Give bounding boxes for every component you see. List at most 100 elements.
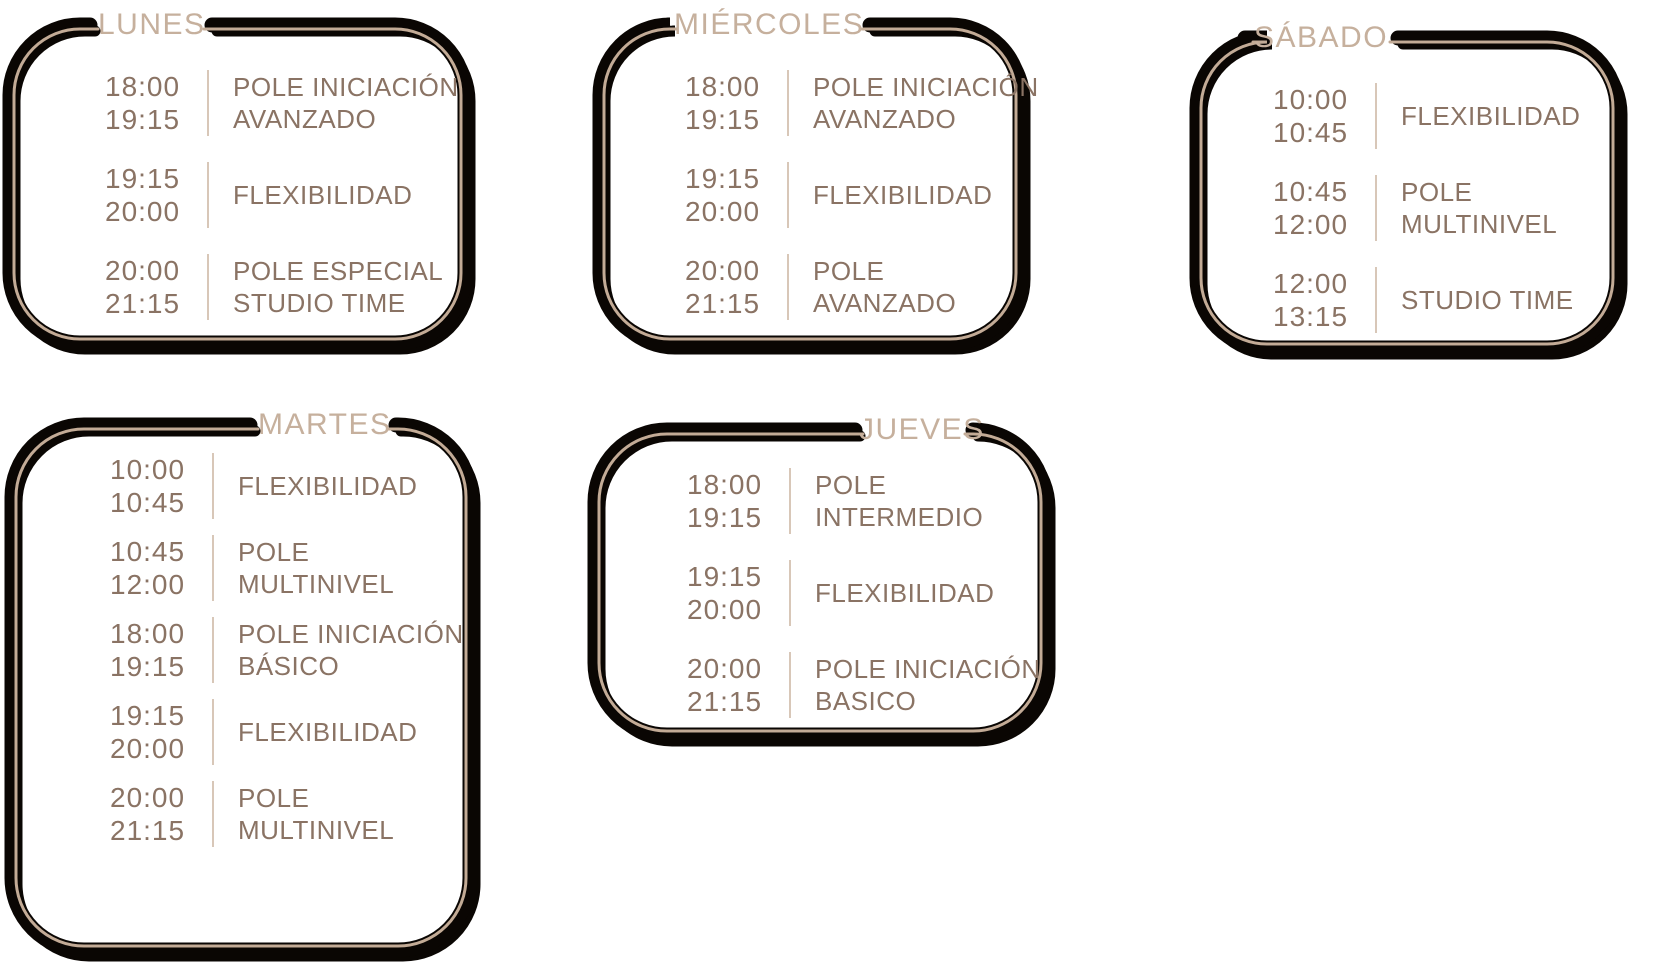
session-list: 10:00 10:45 FLEXIBILIDAD 10:45 12:00 POLE M… bbox=[1197, 38, 1617, 333]
session-divider bbox=[789, 468, 791, 534]
session-times: 10:00 10:45 bbox=[110, 453, 202, 519]
session-row: 18:00 19:15 POLE INTERMEDIO bbox=[687, 468, 1035, 534]
session-class-line: FLEXIBILIDAD bbox=[813, 180, 993, 210]
session-divider bbox=[787, 70, 789, 136]
session-row: 18:00 19:15 POLE INICIACIÓN BÁSICO bbox=[110, 617, 463, 683]
session-class-name: FLEXIBILIDAD bbox=[238, 699, 417, 765]
session-class-line: BÁSICO bbox=[238, 651, 340, 681]
session-class-name: POLE INICIACIÓN AVANZADO bbox=[813, 70, 1039, 136]
session-class-line: POLE INICIACIÓN bbox=[233, 72, 459, 102]
session-divider bbox=[212, 781, 214, 847]
session-class-line: AVANZADO bbox=[813, 288, 957, 318]
session-times: 19:15 20:00 bbox=[685, 162, 777, 228]
session-row: 12:00 13:15 STUDIO TIME bbox=[1273, 267, 1607, 333]
session-divider bbox=[787, 162, 789, 228]
session-class-line: AVANZADO bbox=[813, 104, 957, 134]
session-class-name: STUDIO TIME bbox=[1401, 267, 1574, 333]
session-time: 20:00 bbox=[105, 196, 181, 227]
session-times: 19:15 20:00 bbox=[687, 560, 779, 626]
session-divider bbox=[1375, 83, 1377, 149]
card-frame bbox=[4, 417, 481, 962]
session-row: 20:00 21:15 POLE INICIACIÓN BASICO bbox=[687, 652, 1040, 718]
session-row: 18:00 19:15 POLE INICIACIÓN AVANZADO bbox=[685, 70, 1038, 136]
schedule-card-martes: MARTES 10:00 10:45 FLEXIBILIDAD 10:45 12:0… bbox=[4, 409, 481, 962]
session-class-line: MULTINIVEL bbox=[1401, 209, 1558, 239]
session-class-name: POLE INICIACIÓN BÁSICO bbox=[238, 617, 464, 683]
session-time: 19:15 bbox=[105, 104, 181, 135]
session-row: 10:45 12:00 POLE MULTINIVEL bbox=[110, 535, 460, 601]
session-time: 19:15 bbox=[685, 163, 761, 194]
session-times: 18:00 19:15 bbox=[687, 468, 779, 534]
session-class-name: FLEXIBILIDAD bbox=[815, 560, 994, 626]
session-class-line: POLE bbox=[238, 783, 310, 813]
day-title-sabado: SÁBADO bbox=[1254, 21, 1389, 54]
session-class-line: FLEXIBILIDAD bbox=[1401, 101, 1581, 131]
session-class-line: STUDIO TIME bbox=[1401, 285, 1574, 315]
session-time: 10:45 bbox=[1273, 176, 1349, 207]
session-time: 12:00 bbox=[1273, 209, 1349, 240]
session-time: 19:15 bbox=[110, 700, 186, 731]
session-time: 18:00 bbox=[110, 618, 186, 649]
session-time: 21:15 bbox=[687, 686, 763, 717]
session-row: 19:15 20:00 FLEXIBILIDAD bbox=[110, 699, 460, 765]
session-class-name: POLE AVANZADO bbox=[813, 254, 956, 320]
session-time: 21:15 bbox=[110, 815, 186, 846]
session-list: 18:00 19:15 POLE INICIACIÓN AVANZADO 19:15… bbox=[600, 25, 1038, 320]
session-time: 12:00 bbox=[110, 569, 186, 600]
card-frame bbox=[2, 17, 476, 355]
session-class-line: POLE INICIACIÓN bbox=[813, 72, 1039, 102]
session-time: 10:45 bbox=[110, 487, 186, 518]
schedule-card-sabado: SÁBADO 10:00 10:45 FLEXIBILIDAD 10:45 12:0… bbox=[1189, 22, 1628, 360]
session-times: 19:15 20:00 bbox=[105, 162, 197, 228]
session-list: 18:00 19:15 POLE INICIACIÓN AVANZADO 19:15… bbox=[10, 25, 465, 320]
session-times: 20:00 21:15 bbox=[105, 254, 197, 320]
session-divider bbox=[212, 535, 214, 601]
session-class-name: POLE INICIACIÓN AVANZADO bbox=[233, 70, 459, 136]
session-divider bbox=[207, 70, 209, 136]
session-list: 10:00 10:45 FLEXIBILIDAD 10:45 12:00 POLE M… bbox=[12, 425, 470, 847]
session-time: 20:00 bbox=[110, 782, 186, 813]
session-time: 20:00 bbox=[687, 653, 763, 684]
session-time: 19:15 bbox=[105, 163, 181, 194]
session-time: 20:00 bbox=[110, 733, 186, 764]
session-time: 19:15 bbox=[687, 561, 763, 592]
day-title-martes: MARTES bbox=[258, 408, 392, 441]
session-divider bbox=[787, 254, 789, 320]
session-times: 18:00 19:15 bbox=[110, 617, 202, 683]
session-divider bbox=[1375, 267, 1377, 333]
session-row: 10:00 10:45 FLEXIBILIDAD bbox=[110, 453, 460, 519]
session-row: 19:15 20:00 FLEXIBILIDAD bbox=[687, 560, 1035, 626]
session-class-line: FLEXIBILIDAD bbox=[233, 180, 413, 210]
session-list: 18:00 19:15 POLE INTERMEDIO 19:15 20:00 FLE… bbox=[595, 430, 1045, 718]
session-time: 19:15 bbox=[687, 502, 763, 533]
session-times: 20:00 21:15 bbox=[685, 254, 777, 320]
session-time: 12:00 bbox=[1273, 268, 1349, 299]
session-time: 10:00 bbox=[110, 454, 186, 485]
session-row: 20:00 21:15 POLE ESPECIAL STUDIO TIME bbox=[105, 254, 455, 320]
session-row: 10:45 12:00 POLE MULTINIVEL bbox=[1273, 175, 1607, 241]
session-class-line: POLE bbox=[813, 256, 885, 286]
session-class-line: MULTINIVEL bbox=[238, 815, 395, 845]
day-title-miercoles: MIÉRCOLES bbox=[674, 8, 865, 41]
session-row: 19:15 20:00 FLEXIBILIDAD bbox=[685, 162, 1010, 228]
session-class-name: FLEXIBILIDAD bbox=[813, 162, 992, 228]
session-class-line: INTERMEDIO bbox=[815, 502, 984, 532]
session-class-line: POLE bbox=[1401, 177, 1473, 207]
session-class-line: STUDIO TIME bbox=[233, 288, 406, 318]
day-title-lunes: LUNES bbox=[98, 8, 206, 41]
day-title-jueves: JUEVES bbox=[859, 413, 985, 446]
session-times: 20:00 21:15 bbox=[687, 652, 779, 718]
session-time: 19:15 bbox=[685, 104, 761, 135]
session-times: 12:00 13:15 bbox=[1273, 267, 1365, 333]
session-class-line: POLE INICIACIÓN bbox=[815, 654, 1041, 684]
session-time: 20:00 bbox=[685, 196, 761, 227]
session-times: 18:00 19:15 bbox=[685, 70, 777, 136]
session-divider bbox=[212, 453, 214, 519]
session-divider bbox=[207, 254, 209, 320]
session-class-line: POLE ESPECIAL bbox=[233, 256, 444, 286]
session-time: 10:00 bbox=[1273, 84, 1349, 115]
session-divider bbox=[789, 560, 791, 626]
session-row: 19:15 20:00 FLEXIBILIDAD bbox=[105, 162, 455, 228]
session-class-name: FLEXIBILIDAD bbox=[233, 162, 412, 228]
card-frame bbox=[592, 17, 1031, 355]
